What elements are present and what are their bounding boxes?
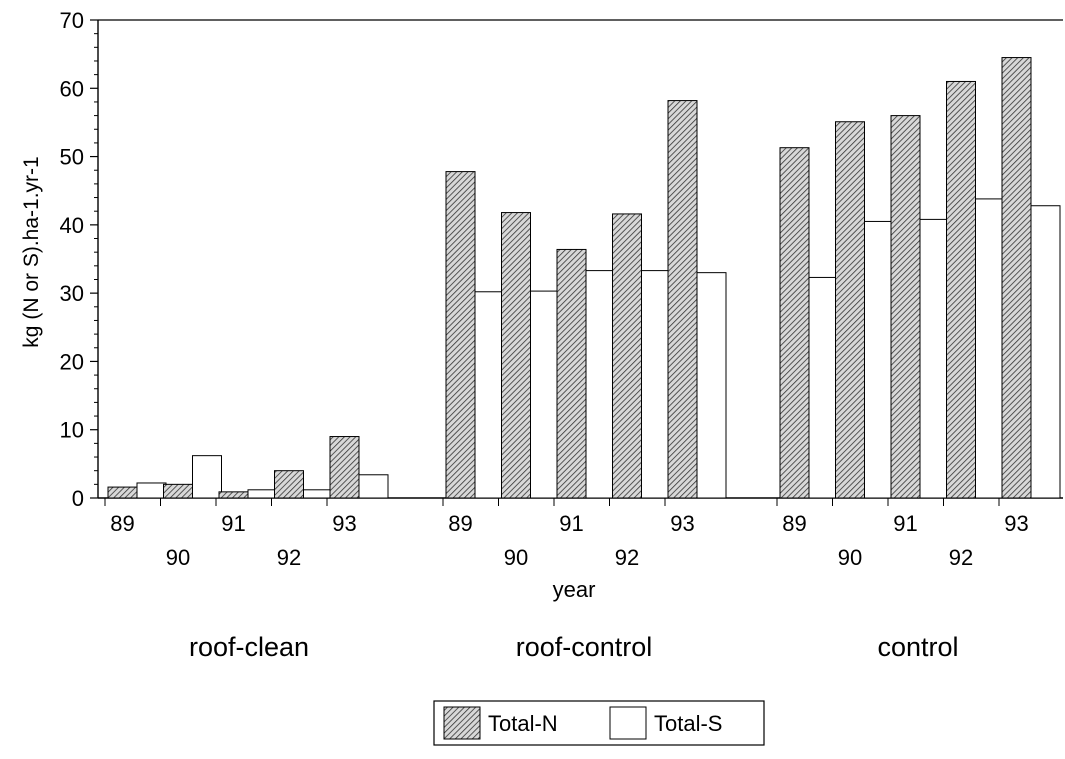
bar-total-n (556, 248, 587, 499)
legend-box (433, 700, 765, 746)
y-tick-label: 30 (60, 281, 84, 306)
bar-total-n (218, 491, 249, 499)
legend-swatch (443, 706, 481, 740)
bar-total-n (946, 80, 976, 499)
x-tick-label: 93 (670, 511, 694, 536)
x-tick-label: 90 (504, 545, 528, 570)
x-tick-label: 93 (332, 511, 356, 536)
bar-total-s (530, 290, 560, 499)
legend-label: Total-N (488, 711, 558, 736)
y-tick-label: 0 (72, 486, 84, 511)
group-label: roof-control (516, 632, 653, 662)
bar-total-s (975, 198, 1005, 499)
x-axis-label: year (553, 577, 596, 602)
y-tick-label: 60 (60, 76, 84, 101)
x-tick-label: 89 (448, 511, 472, 536)
y-axis-label: kg (N or S).ha-1.yr-1 (20, 156, 43, 347)
group-label: roof-clean (189, 632, 309, 662)
bar-total-s (136, 482, 167, 499)
group-label: control (877, 632, 958, 662)
bar-total-s (1030, 205, 1061, 499)
bar-total-s (585, 270, 616, 499)
y-tick-label: 20 (60, 349, 84, 374)
x-tick-label: 91 (893, 511, 917, 536)
bar-total-s (696, 272, 727, 499)
bar-total-n (329, 436, 360, 499)
x-tick-label: 89 (110, 511, 134, 536)
bar-total-n (1001, 57, 1032, 499)
legend-label: Total-S (654, 711, 722, 736)
bar-total-s (864, 220, 894, 499)
x-tick-label: 92 (615, 545, 639, 570)
bar-total-n (612, 213, 642, 499)
bar-total-n (501, 212, 531, 499)
legend-swatch (609, 706, 647, 740)
x-tick-label: 93 (1004, 511, 1028, 536)
bar-total-n (890, 115, 921, 499)
bar-total-s (474, 291, 505, 499)
x-tick-label: 92 (949, 545, 973, 570)
x-tick-label: 91 (559, 511, 583, 536)
y-tick-label: 50 (60, 145, 84, 170)
legend: Total-N Total-S (433, 700, 765, 746)
x-tick-label: 90 (838, 545, 862, 570)
bar-total-s (808, 276, 839, 499)
bar-total-n (163, 483, 193, 499)
bar-total-n (107, 486, 138, 499)
bar-total-n (274, 470, 304, 499)
x-tick-label: 92 (277, 545, 301, 570)
bar-total-n (835, 121, 865, 499)
y-tick-label: 10 (60, 418, 84, 443)
bar-total-s (919, 218, 950, 499)
bar-total-n (667, 100, 698, 499)
bar-total-s (641, 270, 671, 499)
y-tick-label: 40 (60, 213, 84, 238)
x-tick-label: 89 (782, 511, 806, 536)
bar-total-n (445, 171, 476, 499)
bar-total-s (303, 489, 333, 499)
bar-total-s (358, 474, 389, 499)
y-tick-label: 70 (60, 8, 84, 33)
x-tick-label: 90 (166, 545, 190, 570)
bar-total-s (192, 455, 222, 499)
bar-total-s (247, 489, 278, 499)
x-tick-label: 91 (221, 511, 245, 536)
bar-total-n (779, 147, 810, 499)
